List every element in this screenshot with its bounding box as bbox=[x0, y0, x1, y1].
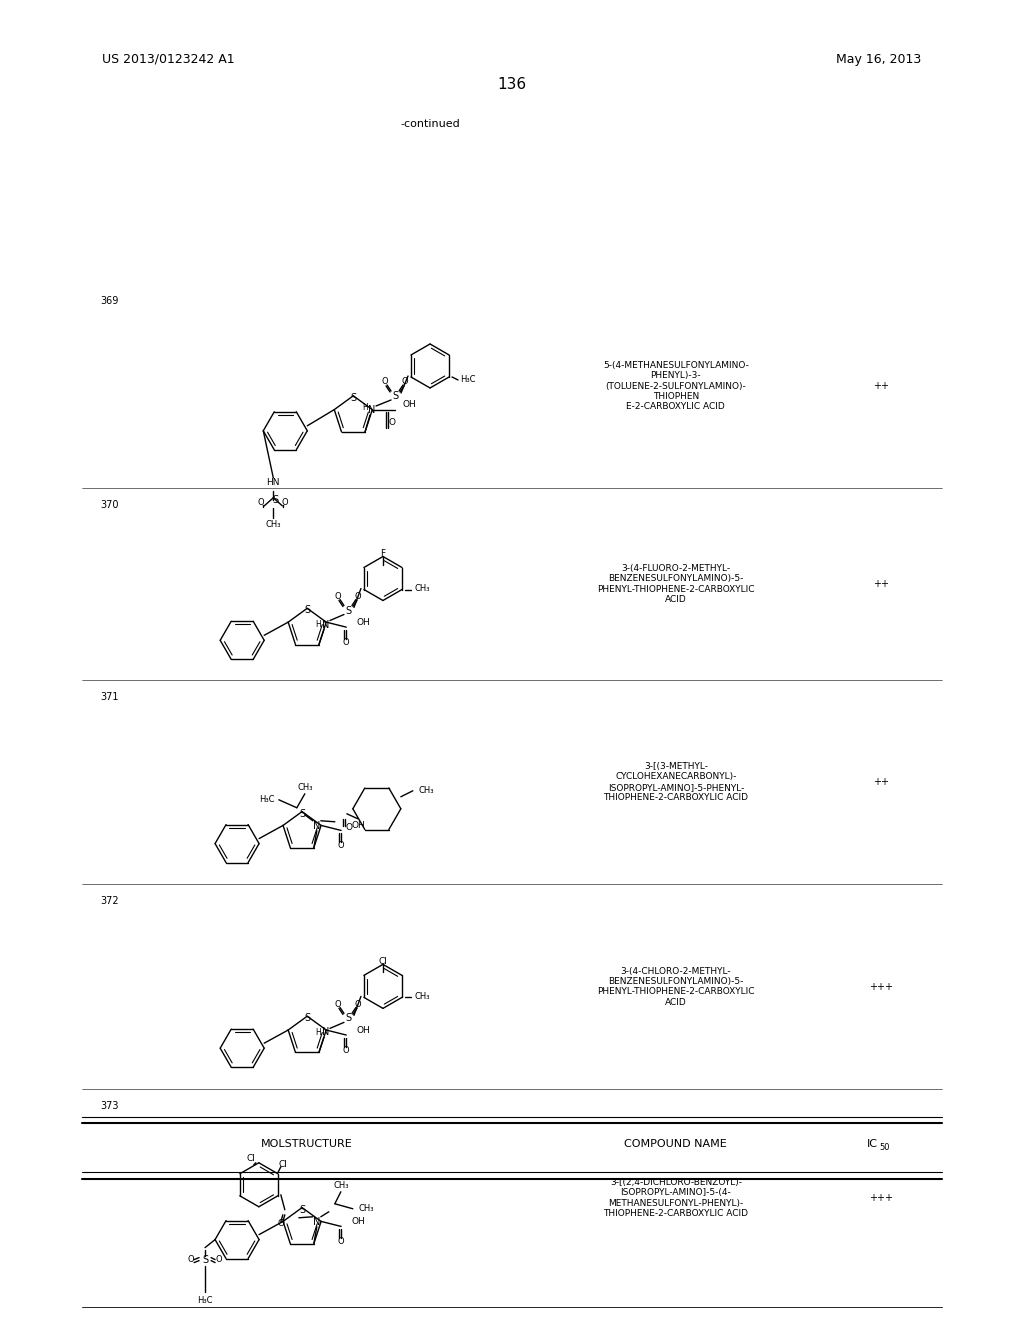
Text: 372: 372 bbox=[100, 896, 119, 907]
Text: S: S bbox=[350, 393, 356, 403]
Text: 369: 369 bbox=[100, 296, 119, 306]
Text: CH₃: CH₃ bbox=[265, 520, 281, 529]
Text: 5-(4-METHANESULFONYLAMINO-
PHENYL)-3-
(TOLUENE-2-SULFONYLAMINO)-
THIOPHEN
E-2-CA: 5-(4-METHANESULFONYLAMINO- PHENYL)-3- (T… bbox=[603, 360, 749, 412]
Text: ++: ++ bbox=[872, 579, 889, 589]
Text: CH₃: CH₃ bbox=[297, 783, 312, 792]
Text: H: H bbox=[315, 620, 321, 630]
Text: ++: ++ bbox=[872, 777, 889, 787]
Text: ++: ++ bbox=[872, 381, 889, 391]
Text: CH₃: CH₃ bbox=[415, 991, 430, 1001]
Text: S: S bbox=[345, 606, 351, 615]
Text: O: O bbox=[216, 1255, 222, 1265]
Text: O: O bbox=[389, 418, 396, 428]
Text: OH: OH bbox=[351, 1217, 365, 1226]
Text: O: O bbox=[335, 999, 341, 1008]
Text: CH₃: CH₃ bbox=[415, 583, 430, 593]
Text: 3-[(3-METHYL-
CYCLOHEXANECARBONYL)-
ISOPROPYL-AMINO]-5-PHENYL-
THIOPHENE-2-CARBO: 3-[(3-METHYL- CYCLOHEXANECARBONYL)- ISOP… bbox=[603, 762, 749, 803]
Text: S: S bbox=[345, 1014, 351, 1023]
Text: H: H bbox=[362, 404, 368, 412]
Text: N: N bbox=[369, 405, 376, 414]
Text: O: O bbox=[343, 1045, 349, 1055]
Text: 371: 371 bbox=[100, 692, 119, 702]
Text: F: F bbox=[380, 549, 385, 558]
Text: 50: 50 bbox=[880, 1143, 890, 1152]
Text: O: O bbox=[282, 498, 289, 507]
Text: O: O bbox=[354, 591, 361, 601]
Text: H₃C: H₃C bbox=[259, 795, 274, 804]
Text: O: O bbox=[343, 638, 349, 647]
Text: OH: OH bbox=[356, 618, 370, 627]
Text: O: O bbox=[345, 824, 352, 833]
Text: OH: OH bbox=[356, 1026, 370, 1035]
Text: HN: HN bbox=[266, 478, 280, 487]
Text: O: O bbox=[278, 1220, 285, 1229]
Text: US 2013/0123242 A1: US 2013/0123242 A1 bbox=[102, 53, 236, 66]
Text: IC: IC bbox=[867, 1139, 879, 1150]
Text: OH: OH bbox=[402, 400, 416, 409]
Text: O: O bbox=[335, 591, 341, 601]
Text: 373: 373 bbox=[100, 1101, 119, 1111]
Text: O: O bbox=[354, 999, 361, 1008]
Text: CH₃: CH₃ bbox=[333, 1181, 348, 1191]
Text: CH₃: CH₃ bbox=[419, 787, 434, 795]
Text: OH: OH bbox=[351, 821, 365, 830]
Text: CH₃: CH₃ bbox=[358, 1204, 375, 1213]
Text: 370: 370 bbox=[100, 500, 119, 511]
Text: N: N bbox=[313, 821, 321, 830]
Text: O: O bbox=[187, 1255, 195, 1265]
Text: S: S bbox=[392, 391, 398, 401]
Text: 3-(4-FLUORO-2-METHYL-
BENZENESULFONYLAMINO)-5-
PHENYL-THIOPHENE-2-CARBOXYLIC
ACI: 3-(4-FLUORO-2-METHYL- BENZENESULFONYLAMI… bbox=[597, 564, 755, 605]
Text: +++: +++ bbox=[868, 982, 893, 991]
Text: S: S bbox=[304, 606, 310, 615]
Text: S: S bbox=[299, 809, 305, 818]
Text: O: O bbox=[382, 378, 388, 387]
Text: MOLSTRUCTURE: MOLSTRUCTURE bbox=[261, 1139, 353, 1150]
Text: Cl: Cl bbox=[279, 1160, 288, 1170]
Text: N: N bbox=[323, 619, 330, 630]
Text: O: O bbox=[258, 498, 264, 507]
Text: O: O bbox=[338, 1237, 344, 1246]
Text: H: H bbox=[315, 1028, 321, 1038]
Text: Cl: Cl bbox=[247, 1154, 255, 1163]
Text: H₃C: H₃C bbox=[198, 1296, 213, 1304]
Text: Cl: Cl bbox=[379, 957, 387, 966]
Text: S: S bbox=[299, 1205, 305, 1214]
Text: S: S bbox=[202, 1254, 208, 1265]
Text: O: O bbox=[401, 378, 409, 387]
Text: -continued: -continued bbox=[400, 119, 460, 129]
Text: 3-(4-CHLORO-2-METHYL-
BENZENESULFONYLAMINO)-5-
PHENYL-THIOPHENE-2-CARBOXYLIC
ACI: 3-(4-CHLORO-2-METHYL- BENZENESULFONYLAMI… bbox=[597, 966, 755, 1007]
Text: S: S bbox=[304, 1014, 310, 1023]
Text: 136: 136 bbox=[498, 77, 526, 91]
Text: May 16, 2013: May 16, 2013 bbox=[837, 53, 922, 66]
Text: S: S bbox=[272, 495, 279, 504]
Text: N: N bbox=[313, 1217, 321, 1226]
Text: +++: +++ bbox=[868, 1193, 893, 1203]
Text: O: O bbox=[338, 841, 344, 850]
Text: 3-[(2,4-DICHLORO-BENZOYL)-
ISOPROPYL-AMINO]-5-(4-
METHANESULFONYL-PHENYL)-
THIOP: 3-[(2,4-DICHLORO-BENZOYL)- ISOPROPYL-AMI… bbox=[603, 1177, 749, 1218]
Text: N: N bbox=[323, 1027, 330, 1038]
Text: H₃C: H₃C bbox=[460, 375, 475, 384]
Text: COMPOUND NAME: COMPOUND NAME bbox=[625, 1139, 727, 1150]
